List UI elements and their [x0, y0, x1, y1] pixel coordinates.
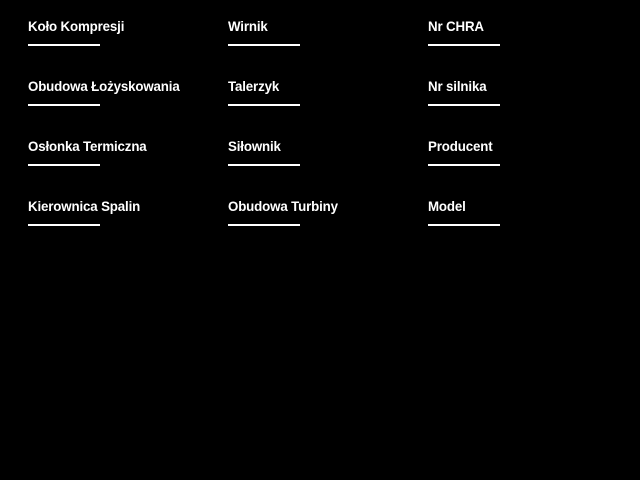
field-underline[interactable]	[28, 44, 100, 46]
field-label: Producent	[428, 138, 493, 154]
field-model[interactable]: Model	[428, 192, 628, 252]
field-wirnik[interactable]: Wirnik	[228, 12, 428, 72]
field-label: Kierownica Spalin	[28, 198, 141, 214]
field-underline[interactable]	[228, 224, 300, 226]
field-underline[interactable]	[428, 164, 500, 166]
field-nr-chra[interactable]: Nr CHRA	[428, 12, 628, 72]
field-oslonka-termiczna[interactable]: Osłonka Termiczna	[28, 132, 228, 192]
field-underline[interactable]	[228, 104, 300, 106]
field-label: Osłonka Termiczna	[28, 138, 147, 154]
field-underline[interactable]	[28, 164, 100, 166]
field-grid: Koło Kompresji Wirnik Nr CHRA Obudowa Ło…	[28, 12, 628, 252]
field-underline[interactable]	[428, 44, 500, 46]
field-producent[interactable]: Producent	[428, 132, 628, 192]
field-underline[interactable]	[28, 104, 100, 106]
field-label: Siłownik	[228, 138, 281, 154]
field-label: Obudowa Łożyskowania	[28, 78, 180, 94]
field-underline[interactable]	[228, 44, 300, 46]
field-underline[interactable]	[28, 224, 100, 226]
field-underline[interactable]	[428, 104, 500, 106]
field-underline[interactable]	[228, 164, 300, 166]
field-label: Nr silnika	[428, 78, 487, 94]
field-talerzyk[interactable]: Talerzyk	[228, 72, 428, 132]
field-label: Obudowa Turbiny	[228, 198, 338, 214]
field-label: Nr CHRA	[428, 18, 484, 34]
field-label: Model	[428, 198, 466, 214]
field-silownik[interactable]: Siłownik	[228, 132, 428, 192]
field-label: Koło Kompresji	[28, 18, 125, 34]
field-obudowa-turbiny[interactable]: Obudowa Turbiny	[228, 192, 428, 252]
field-kolo-kompresji[interactable]: Koło Kompresji	[28, 12, 228, 72]
field-label: Wirnik	[228, 18, 268, 34]
field-label: Talerzyk	[228, 78, 280, 94]
field-kierownica-spalin[interactable]: Kierownica Spalin	[28, 192, 228, 252]
field-underline[interactable]	[428, 224, 500, 226]
field-nr-silnika[interactable]: Nr silnika	[428, 72, 628, 132]
field-obudowa-lozyskowania[interactable]: Obudowa Łożyskowania	[28, 72, 228, 132]
